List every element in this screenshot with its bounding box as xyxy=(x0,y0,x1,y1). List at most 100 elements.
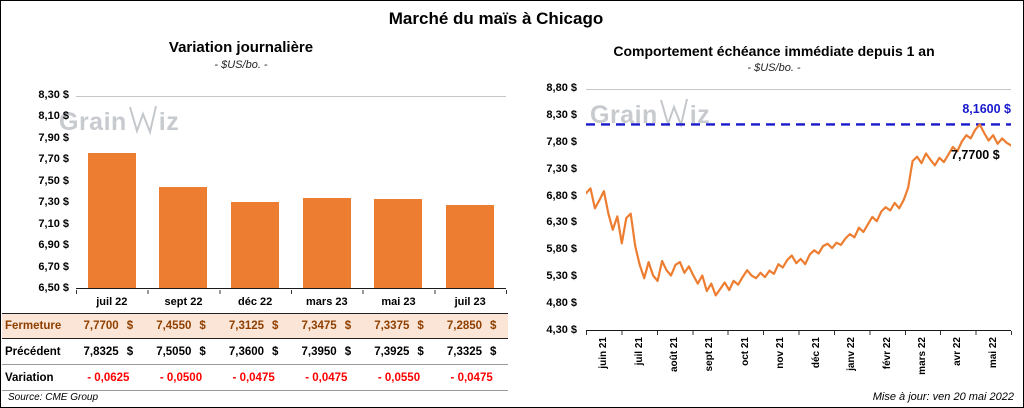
y-axis-tick-label: 7,30 $ xyxy=(546,162,577,175)
x-axis-tick-label: janv 22 xyxy=(846,337,858,371)
update-note: Mise à jour: ven 20 mai 2022 xyxy=(872,391,1014,403)
cell-value: 7,7700 xyxy=(83,320,119,332)
grainwiz-watermark: Grain iz xyxy=(59,105,180,137)
cell-value: 7,3475 xyxy=(301,320,337,332)
cell-unit: $ xyxy=(126,320,134,332)
cell-value: 7,3950 xyxy=(301,345,337,358)
bar-chart-x-axis: juil 22 sept 22 déc 22 mars 23 mai 23 juil 23 xyxy=(76,296,506,308)
cell-value: - 0,0475 xyxy=(450,371,493,384)
table-row-variation: Variation - 0,0625 - 0,0500 - 0,0475 - 0,047… xyxy=(2,365,508,391)
table-cell: 7,7700 $ xyxy=(72,320,145,332)
y-axis-tick-label: 8,30 $ xyxy=(38,89,69,101)
x-axis-tick: mars 22 xyxy=(905,337,940,389)
row-label: Variation xyxy=(5,371,54,384)
y-axis-tick-label: 5,80 $ xyxy=(546,243,577,256)
y-axis-tick-label: 7,30 $ xyxy=(38,196,69,209)
reference-value-label: 8,1600 $ xyxy=(962,102,1011,116)
x-axis-tick-label: juil 22 xyxy=(96,296,128,308)
cell-value: 7,3375 xyxy=(374,320,410,332)
row-label: Fermeture xyxy=(5,320,62,332)
cell-value: 7,4550 xyxy=(156,320,192,332)
price-bar xyxy=(87,153,136,288)
watermark-text: Grain xyxy=(59,108,127,136)
x-axis-tick-label: sept 22 xyxy=(164,296,203,308)
x-axis-tick: juil 21 xyxy=(621,337,656,389)
x-axis-tick-label: déc 22 xyxy=(238,296,273,308)
cell-value: - 0,0475 xyxy=(232,371,275,384)
cell-value: - 0,0550 xyxy=(377,371,421,384)
y-axis-tick-label: 8,30 $ xyxy=(546,108,577,121)
x-axis-tick-label: juin 21 xyxy=(598,337,610,369)
x-axis-tick-label: mars 22 xyxy=(916,337,928,375)
cell-value: 7,2850 xyxy=(446,320,483,332)
line-chart-canvas xyxy=(586,123,1011,297)
x-axis-tick-label: févr 22 xyxy=(881,337,893,370)
cell-value: - 0,0500 xyxy=(159,371,203,384)
x-axis-tick: janv 22 xyxy=(834,337,869,389)
line-chart-x-tick-marks xyxy=(586,331,1012,335)
x-axis-tick-label: déc 21 xyxy=(810,337,822,369)
price-bar xyxy=(374,199,423,288)
x-axis-tick-label: mai 23 xyxy=(381,296,416,308)
x-axis-tick: févr 22 xyxy=(869,337,904,389)
grainwiz-w-icon xyxy=(128,105,157,135)
table-cell: 7,3325 $ xyxy=(435,346,508,358)
table-cell: 7,4550 $ xyxy=(145,320,218,332)
x-axis-tick: juin 21 xyxy=(586,337,621,389)
cell-value: 7,5050 xyxy=(156,345,192,358)
cell-unit: $ xyxy=(199,345,206,358)
x-axis-tick: sept 21 xyxy=(692,337,727,389)
bar-chart-y-axis: 8,30 $ 8,10 $ 7,90 $ 7,70 $ 7,50 $ 7,30 $ 7,10… xyxy=(17,89,69,295)
y-axis-tick-label: 5,30 $ xyxy=(546,270,577,283)
x-axis-tick: déc 21 xyxy=(799,337,834,389)
cell-value: 7,3125 xyxy=(228,320,265,332)
table-cell: - 0,0625 xyxy=(72,372,145,384)
x-axis-tick-label: nov 21 xyxy=(775,337,787,369)
cell-value: - 0,0475 xyxy=(305,371,348,384)
y-axis-tick-label: 4,30 $ xyxy=(546,323,577,336)
last-value-label: 7,7700 $ xyxy=(951,148,1000,162)
cell-value: 7,8325 xyxy=(83,345,119,358)
cell-unit: $ xyxy=(272,320,279,332)
x-axis-tick-label: juil 21 xyxy=(633,337,645,366)
cell-unit: $ xyxy=(272,345,279,358)
watermark-text: iz xyxy=(689,101,711,129)
price-bar xyxy=(159,186,208,288)
x-axis-tick-label: août 21 xyxy=(669,337,681,373)
table-cell: 7,3375 $ xyxy=(363,320,436,332)
price-table: Fermeture 7,7700 $7,4550 $7,3125 $7,3475 $7,3… xyxy=(2,313,508,391)
cell-unit: $ xyxy=(417,345,424,358)
x-axis-tick-label: sept 21 xyxy=(704,337,716,372)
line-chart-title: Comportement échéance immédiate depuis 1… xyxy=(613,43,935,59)
y-axis-tick-label: 6,80 $ xyxy=(546,189,577,202)
y-axis-tick-label: 6,30 $ xyxy=(546,216,577,229)
row-label: Précédent xyxy=(5,345,61,358)
price-bar xyxy=(302,198,351,288)
cell-unit: $ xyxy=(490,345,497,358)
table-row-fermeture: Fermeture 7,7700 $7,4550 $7,3125 $7,3475 $7,3… xyxy=(2,313,508,339)
x-axis-tick-label: mars 23 xyxy=(306,296,348,308)
table-cell: 7,3600 $ xyxy=(217,346,290,358)
line-chart-x-axis: juin 21 juil 21 août 21 sept 21 oct 21 nov 21… xyxy=(586,337,1011,389)
cell-unit: $ xyxy=(199,320,206,332)
cell-unit: $ xyxy=(344,345,352,358)
table-cell: 7,3125 $ xyxy=(217,320,290,332)
y-axis-tick-label: 7,70 $ xyxy=(38,153,69,166)
watermark-text: iz xyxy=(158,108,180,136)
y-axis-tick-label: 7,90 $ xyxy=(38,131,69,144)
y-axis-tick-label: 8,10 $ xyxy=(38,110,69,123)
source-note: Source: CME Group xyxy=(8,392,99,403)
y-axis-tick-label: 7,50 $ xyxy=(38,174,69,187)
page-title: Marché du maïs à Chicago xyxy=(388,9,604,28)
cell-value: 7,3925 xyxy=(374,345,410,358)
x-axis-tick-label: mai 22 xyxy=(987,337,999,369)
cell-unit: $ xyxy=(490,320,497,332)
x-axis-tick: nov 21 xyxy=(763,337,798,389)
table-cell: 7,3925 $ xyxy=(363,346,436,358)
line-chart-y-axis: 8,80 $ 8,30 $ 7,80 $ 7,30 $ 6,80 $ 6,30 $ 5,80… xyxy=(525,82,577,337)
x-axis-tick-label: oct 21 xyxy=(739,337,751,366)
x-axis-tick-label: juil 23 xyxy=(454,296,486,308)
bar-chart-subtitle: - $US/bo. - xyxy=(214,59,268,71)
cell-unit: $ xyxy=(417,320,424,332)
